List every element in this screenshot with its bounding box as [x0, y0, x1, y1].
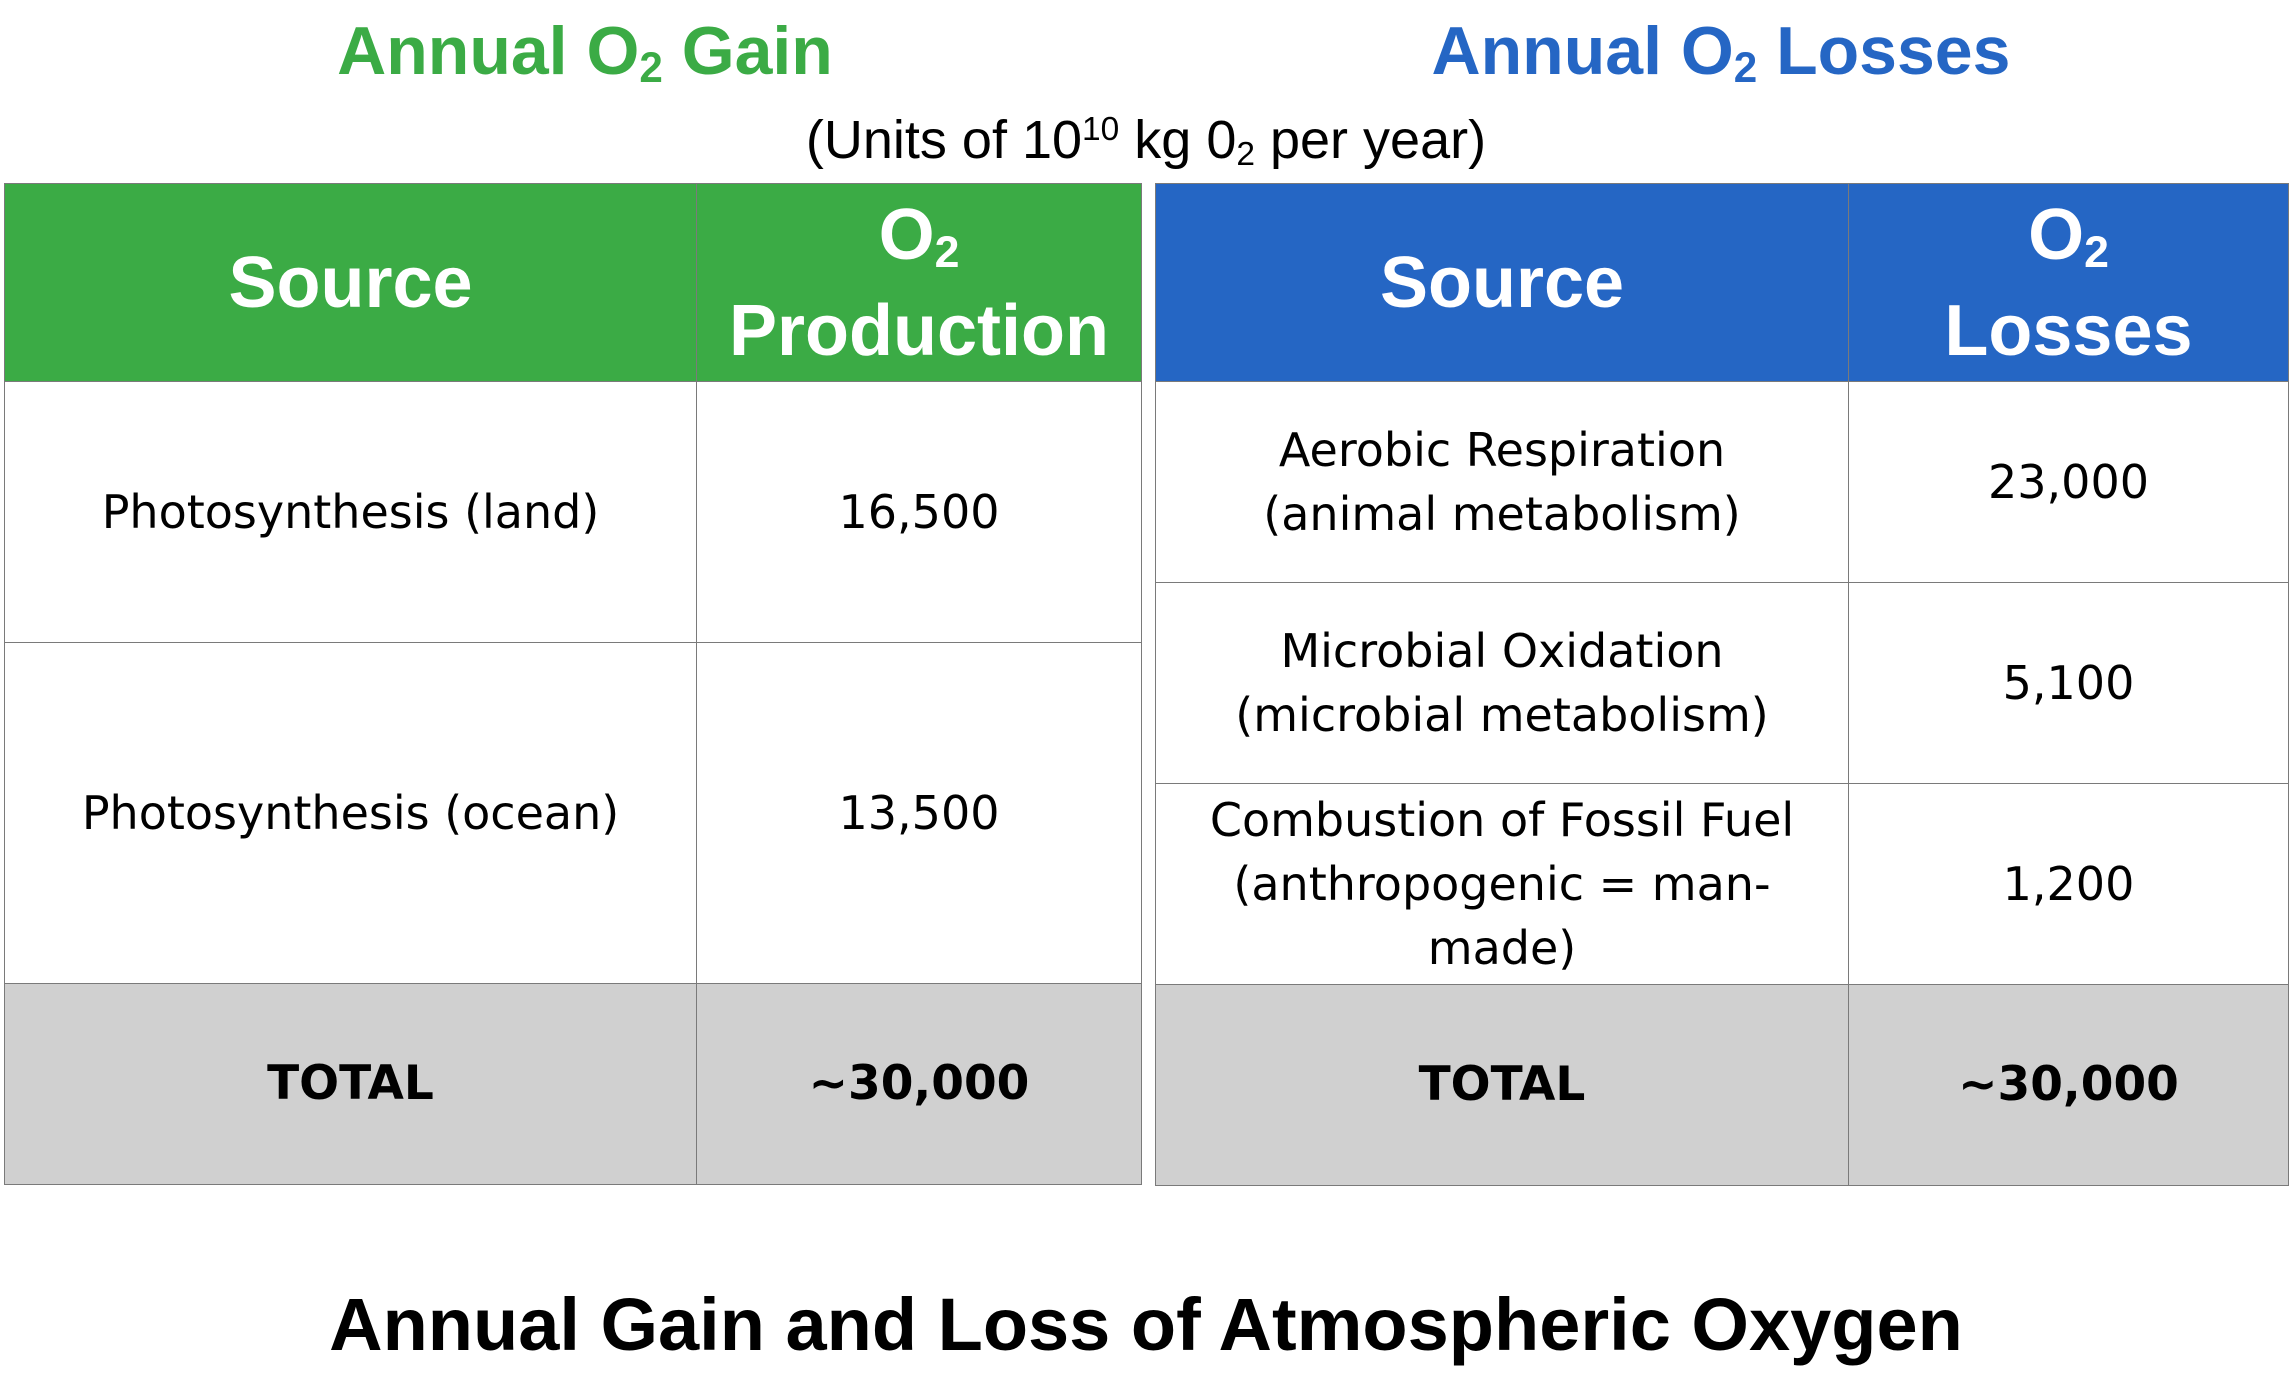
units-suffix: per year)	[1254, 110, 1487, 170]
loss-header-value-line1: O2	[1855, 192, 2282, 288]
units-subscript: 2	[1236, 135, 1255, 173]
loss-row-value: 5,100	[1848, 582, 2289, 784]
loss-row-source-line2: (animal metabolism)	[1263, 487, 1741, 541]
loss-total-value: ~30,000	[1848, 984, 2289, 1186]
loss-row-value: 23,000	[1848, 381, 2289, 583]
loss-table-header: Source O2 Losses	[1155, 183, 2289, 382]
units-caption: (Units of 1010 kg 02 per year)	[0, 100, 2292, 180]
gain-table-header: Source O2 Production	[4, 183, 1142, 382]
loss-row-value: 1,200	[1848, 783, 2289, 985]
gain-total-value: ~30,000	[696, 983, 1142, 1185]
table-row: Combustion of Fossil Fuel (anthropogenic…	[1155, 783, 2289, 985]
units-prefix: (Units of 10	[805, 110, 1083, 170]
gain-total-row: TOTAL ~30,000	[4, 983, 1142, 1185]
loss-heading-text: Annual O	[1431, 13, 1734, 89]
loss-row-source: Combustion of Fossil Fuel (anthropogenic…	[1155, 783, 1849, 985]
loss-row-source: Aerobic Respiration (animal metabolism)	[1155, 381, 1849, 583]
loss-table: Source O2 Losses Aerobic Respiration (an…	[1155, 183, 2289, 1186]
gain-header-o: O	[878, 194, 935, 275]
loss-row-source: Microbial Oxidation (microbial metabolis…	[1155, 582, 1849, 784]
loss-header-o-subscript: 2	[2084, 228, 2109, 278]
loss-heading: Annual O2 Losses	[1150, 6, 2292, 96]
gain-header-value-line1: O2	[703, 192, 1135, 288]
gain-header-value: O2 Production	[696, 183, 1142, 382]
table-row: Microbial Oxidation (microbial metabolis…	[1155, 582, 2289, 784]
loss-header-value-line2: Losses	[1944, 290, 2193, 371]
loss-heading-suffix: Losses	[1757, 13, 2011, 89]
loss-heading-subscript: 2	[1733, 44, 1758, 92]
page-title: Annual Gain and Loss of Atmospheric Oxyg…	[329, 1283, 1963, 1366]
loss-total-row: TOTAL ~30,000	[1155, 984, 2289, 1186]
gain-heading-subscript: 2	[639, 44, 663, 92]
loss-header-value: O2 Losses	[1848, 183, 2289, 382]
gain-heading-text: Annual O	[337, 13, 640, 89]
table-row: Aerobic Respiration (animal metabolism) …	[1155, 381, 2289, 583]
loss-total-label: TOTAL	[1155, 984, 1849, 1186]
gain-row-source: Photosynthesis (land)	[4, 381, 697, 643]
gain-heading: Annual O2 Gain	[0, 6, 1170, 96]
gain-header-o-subscript: 2	[934, 228, 960, 278]
gain-table: Source O2 Production Photosynthesis (lan…	[4, 183, 1142, 1185]
gain-header-value-line2: Production	[729, 290, 1109, 371]
loss-row-source-line1: Aerobic Respiration	[1278, 423, 1726, 477]
gain-header-source: Source	[4, 183, 697, 382]
table-row: Photosynthesis (ocean) 13,500	[4, 642, 1142, 984]
gain-heading-suffix: Gain	[662, 13, 833, 89]
loss-row-source-line1: Microbial Oxidation	[1280, 624, 1724, 678]
loss-row-source-line2: (anthropogenic = man-made)	[1233, 857, 1771, 975]
table-row: Photosynthesis (land) 16,500	[4, 381, 1142, 643]
loss-header-source: Source	[1155, 183, 1849, 382]
gain-row-value: 16,500	[696, 381, 1142, 643]
gain-row-value: 13,500	[696, 642, 1142, 984]
units-middle: kg 0	[1119, 110, 1237, 170]
gain-row-source: Photosynthesis (ocean)	[4, 642, 697, 984]
units-exponent: 10	[1082, 110, 1120, 148]
loss-header-o: O	[2028, 194, 2085, 275]
gain-total-label: TOTAL	[4, 983, 697, 1185]
loss-row-source-line2: (microbial metabolism)	[1235, 688, 1769, 742]
loss-row-source-line1: Combustion of Fossil Fuel	[1209, 793, 1795, 847]
